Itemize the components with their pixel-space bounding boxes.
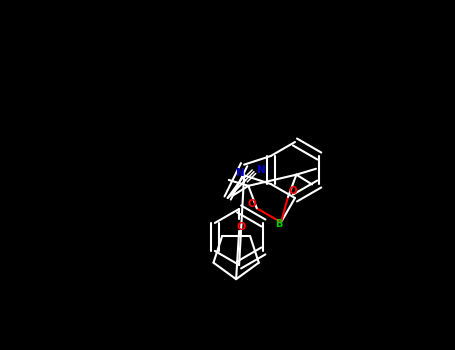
Text: B: B <box>275 219 283 229</box>
Text: O: O <box>288 186 298 196</box>
Text: O: O <box>237 222 246 232</box>
Text: N: N <box>257 165 265 175</box>
Text: N: N <box>236 168 244 178</box>
Text: O: O <box>248 199 256 209</box>
